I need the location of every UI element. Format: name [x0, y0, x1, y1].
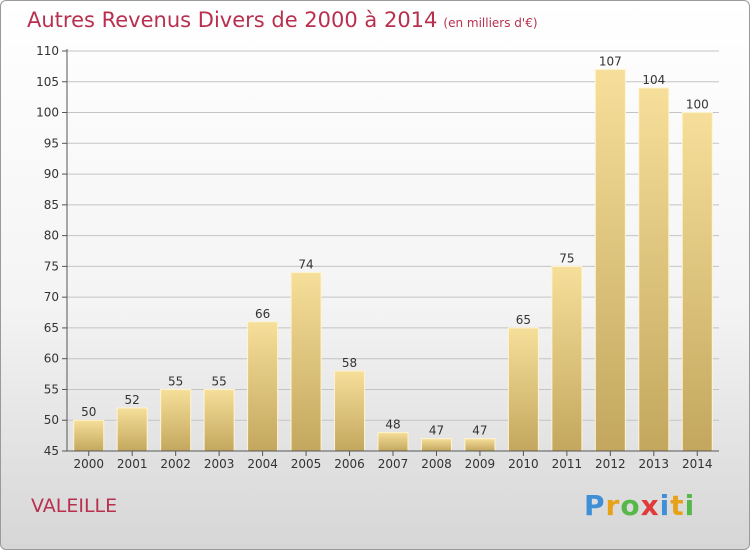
bar-2002 — [160, 388, 192, 452]
x-tick-label: 2004 — [247, 457, 278, 471]
data-label: 55 — [168, 374, 183, 388]
data-label: 47 — [472, 424, 487, 438]
x-tick-label: 2003 — [204, 457, 235, 471]
y-tick-label: 90 — [44, 167, 59, 181]
logo-letter: i — [684, 489, 696, 522]
x-tick-label: 2010 — [508, 457, 539, 471]
y-tick-label: 50 — [44, 413, 59, 427]
data-label: 66 — [255, 307, 270, 321]
data-label: 47 — [429, 424, 444, 438]
bars — [73, 68, 713, 452]
bar-2011 — [551, 265, 583, 452]
x-tick-label: 2006 — [334, 457, 365, 471]
logo-letter: x — [640, 489, 660, 522]
bar-2010 — [507, 327, 539, 452]
bar-2008 — [420, 438, 452, 452]
logo-letter: r — [605, 489, 621, 522]
x-tick-label: 2009 — [465, 457, 496, 471]
chart-title: Autres Revenus Divers de 2000 à 2014 (en … — [27, 8, 538, 32]
y-tick-label: 70 — [44, 290, 59, 304]
y-tick-label: 100 — [36, 106, 59, 120]
bar-2006 — [334, 370, 366, 452]
logo-letter: P — [584, 489, 606, 522]
y-tick-labels: 45 50 55 60 65 70 75 80 85 90 95 100 105 110 — [36, 44, 59, 458]
bar-2012 — [594, 68, 626, 452]
bar-2013 — [638, 87, 670, 452]
x-tick-labels: 2000 2001 2002 2003 2004 2005 2006 2007 2008 2009… — [73, 451, 713, 471]
data-label: 107 — [599, 54, 622, 68]
x-tick-label: 2013 — [639, 457, 670, 471]
data-label: 52 — [125, 393, 140, 407]
data-label: 100 — [686, 98, 709, 112]
data-label: 58 — [342, 356, 357, 370]
bar-2014 — [681, 112, 713, 452]
data-label: 74 — [298, 258, 313, 272]
y-tick-label: 65 — [44, 321, 59, 335]
x-tick-label: 2012 — [595, 457, 626, 471]
data-label: 50 — [81, 405, 96, 419]
y-tick-label: 55 — [44, 382, 59, 396]
data-labels: 50 52 55 55 66 74 58 48 47 47 65 75 107 104 100 — [81, 54, 709, 437]
y-tick-label: 105 — [36, 75, 59, 89]
y-tick-label: 85 — [44, 198, 59, 212]
bar-2004 — [247, 321, 279, 452]
chart-title-text: Autres Revenus Divers de 2000 à 2014 — [27, 8, 438, 32]
proxiti-logo: Proxiti — [584, 489, 695, 522]
x-tick-label: 2011 — [552, 457, 583, 471]
bar-2000 — [73, 419, 105, 452]
logo-letter: o — [620, 489, 641, 522]
y-tick-label: 45 — [44, 444, 59, 458]
x-tick-label: 2008 — [421, 457, 452, 471]
y-tick-label: 75 — [44, 259, 59, 273]
x-tick-label: 2000 — [73, 457, 104, 471]
data-label: 48 — [385, 418, 400, 432]
x-tick-label: 2002 — [160, 457, 191, 471]
y-tick-label: 95 — [44, 136, 59, 150]
bar-2001 — [116, 407, 148, 452]
x-tick-label: 2014 — [682, 457, 713, 471]
x-tick-label: 2007 — [378, 457, 409, 471]
bar-2003 — [203, 388, 235, 452]
data-label: 75 — [559, 251, 574, 265]
town-name: VALEILLE — [31, 495, 118, 517]
data-label: 65 — [516, 313, 531, 327]
y-tick-label: 80 — [44, 229, 59, 243]
y-tick-label: 60 — [44, 352, 59, 366]
bar-2007 — [377, 432, 409, 452]
data-label: 104 — [642, 73, 665, 87]
chart-title-unit: (en milliers d'€) — [443, 16, 538, 30]
bar-2005 — [290, 272, 322, 452]
y-tick-label: 110 — [36, 44, 59, 58]
x-tick-label: 2001 — [117, 457, 148, 471]
logo-letter: t — [670, 489, 685, 522]
bar-2009 — [464, 438, 496, 452]
logo-letter: i — [659, 489, 671, 522]
data-label: 55 — [211, 374, 226, 388]
x-tick-label: 2005 — [291, 457, 322, 471]
